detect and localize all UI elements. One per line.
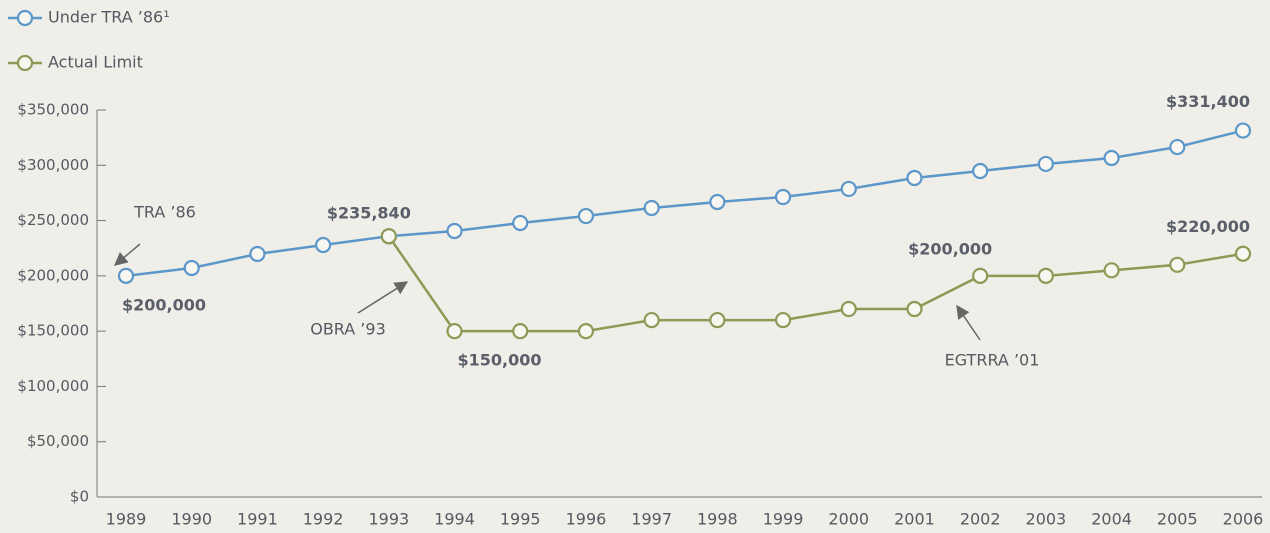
y-tick-label: $100,000 (17, 377, 89, 395)
point (117, 267, 135, 284)
point (512, 323, 529, 340)
point (512, 214, 529, 232)
annotation: OBRA ’93 (310, 320, 386, 339)
y-tick-label: $250,000 (17, 211, 89, 229)
value-label: $200,000 (122, 295, 206, 314)
x-tick-label: 1998 (697, 510, 738, 529)
point (446, 323, 463, 340)
x-tick-label: 1995 (500, 510, 541, 529)
point (643, 199, 660, 217)
series-line (125, 129, 1244, 278)
point (906, 169, 923, 187)
annotation-arrow (956, 304, 981, 341)
legend-label: Under TRA ’86¹ (48, 8, 170, 27)
point (972, 162, 989, 180)
point (774, 188, 792, 206)
value-label: $200,000 (908, 239, 992, 258)
value-label: $150,000 (458, 351, 542, 370)
point (1234, 245, 1252, 262)
point (774, 311, 792, 329)
point (709, 193, 726, 211)
point (1037, 155, 1054, 173)
point (577, 207, 595, 225)
point (315, 236, 332, 254)
x-tick-label: 2002 (960, 510, 1001, 529)
x-tick-label: 2004 (1091, 510, 1132, 529)
x-tick-label: 1997 (631, 510, 672, 529)
value-label: $235,840 (327, 204, 411, 223)
point (183, 259, 200, 277)
x-tick-label: 1992 (303, 510, 344, 529)
point (709, 311, 726, 329)
x-tick-label: 1999 (763, 510, 804, 529)
y-tick-label: $50,000 (27, 432, 89, 450)
annotation-arrow (357, 281, 409, 314)
point (906, 300, 923, 318)
x-tick-label: 1994 (434, 510, 475, 529)
point (840, 180, 857, 198)
point (972, 267, 989, 284)
point (446, 222, 463, 240)
point (840, 300, 857, 318)
legend-label: Actual Limit (48, 53, 143, 72)
point (1103, 262, 1120, 279)
y-tick-label: $200,000 (17, 266, 89, 284)
point (1234, 122, 1252, 139)
x-tick-label: 2006 (1223, 510, 1264, 529)
series-line (387, 235, 1244, 333)
y-tick-label: $150,000 (17, 322, 89, 340)
value-label: $331,400 (1166, 92, 1250, 111)
y-tick-label: $350,000 (17, 101, 89, 119)
x-tick-label: 1996 (566, 510, 607, 529)
point (577, 323, 595, 340)
point (1103, 149, 1120, 167)
point (1037, 267, 1054, 284)
legend-marker (16, 9, 34, 27)
y-tick-label: $0 (70, 488, 89, 506)
x-tick-label: 1989 (106, 510, 147, 529)
x-tick-label: 2005 (1157, 510, 1198, 529)
point (380, 228, 397, 245)
x-tick-label: 2001 (894, 510, 935, 529)
legend-marker (16, 54, 34, 72)
point (1169, 138, 1186, 156)
x-tick-label: 1990 (171, 510, 212, 529)
point (1169, 256, 1186, 273)
y-tick-label: $300,000 (17, 156, 89, 174)
annotation-arrow (113, 243, 141, 266)
x-tick-label: 2000 (828, 510, 869, 529)
point (249, 245, 266, 263)
point (643, 311, 660, 329)
annotation: TRA ’86 (133, 203, 196, 222)
x-tick-label: 1993 (368, 510, 409, 529)
annotation: EGTRRA ’01 (945, 351, 1040, 370)
x-tick-label: 1991 (237, 510, 278, 529)
value-label: $220,000 (1166, 217, 1250, 236)
x-tick-label: 2003 (1026, 510, 1067, 529)
